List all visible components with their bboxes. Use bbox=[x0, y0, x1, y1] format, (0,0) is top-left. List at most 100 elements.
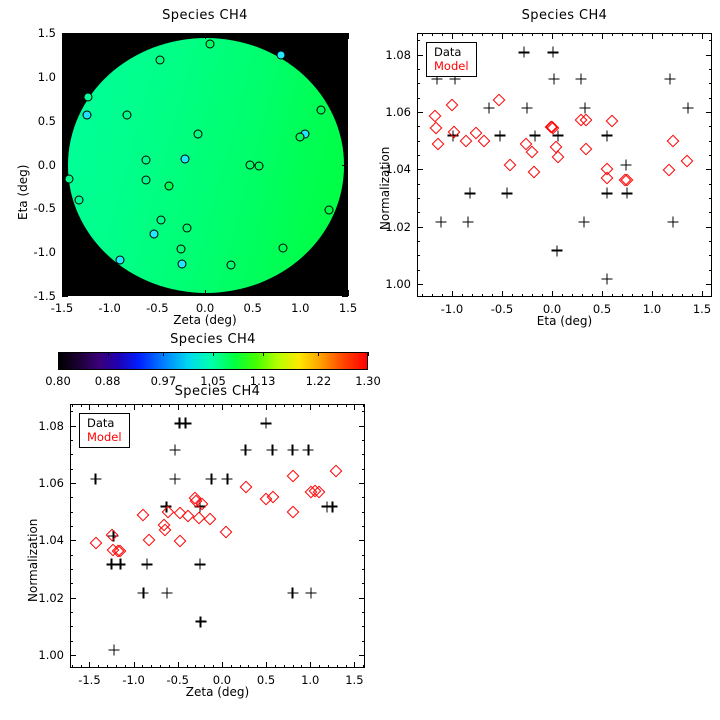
x-minor-tick bbox=[338, 292, 340, 296]
y-minor-tick bbox=[417, 54, 421, 56]
x-minor-tick bbox=[328, 33, 330, 37]
x-minor-tick bbox=[642, 293, 643, 297]
panel-norm-vs-zeta: Species CH4 -1.5 -1.0 -0.5 0.0 0.5 1.0 1.5 1.00… bbox=[0, 380, 400, 720]
y-minor-tick bbox=[344, 138, 348, 140]
x-minor-tick bbox=[128, 33, 130, 37]
y-minor-tick bbox=[708, 111, 712, 113]
y-minor-tick bbox=[708, 241, 712, 243]
x-minor-tick bbox=[592, 33, 593, 37]
y-minor-tick bbox=[708, 284, 712, 286]
x-minor-tick bbox=[492, 33, 493, 37]
x-minor-tick bbox=[572, 293, 573, 297]
legend-entry-data: Data bbox=[87, 416, 115, 430]
x-minor-tick bbox=[248, 664, 250, 668]
x-minor-tick bbox=[622, 293, 623, 297]
y-minor-tick bbox=[344, 50, 348, 52]
y-minor-tick bbox=[344, 252, 348, 254]
y-minor-tick bbox=[344, 269, 348, 271]
x-minor-tick bbox=[142, 404, 144, 408]
x-minor-tick bbox=[138, 292, 140, 296]
colorbar-tick bbox=[262, 352, 264, 356]
fov-point bbox=[141, 175, 151, 185]
fov-point bbox=[180, 154, 190, 164]
x-minor-tick bbox=[512, 293, 513, 297]
x-minor-tick bbox=[81, 292, 83, 296]
norm-vs-eta-legend[interactable]: Data Model bbox=[426, 42, 477, 78]
x-minor-tick bbox=[642, 33, 643, 37]
x-minor-tick bbox=[204, 404, 206, 408]
x-minor-tick bbox=[168, 404, 170, 408]
y-tick-label: 0.5 bbox=[37, 113, 56, 128]
x-minor-tick bbox=[166, 33, 168, 37]
x-minor-tick bbox=[195, 664, 197, 668]
x-minor-tick bbox=[151, 404, 153, 408]
x-minor-tick bbox=[345, 664, 347, 668]
x-minor-tick bbox=[310, 664, 312, 668]
data-marker-plus bbox=[620, 159, 632, 171]
y-minor-tick bbox=[62, 182, 66, 184]
x-tick-label: 0.5 bbox=[243, 301, 262, 315]
y-minor-tick bbox=[708, 126, 712, 128]
x-minor-tick bbox=[662, 293, 663, 297]
y-minor-tick bbox=[708, 54, 712, 56]
norm-vs-zeta-xlabel: Zeta (deg) bbox=[185, 685, 250, 699]
fov-point bbox=[278, 243, 288, 253]
x-minor-tick bbox=[213, 404, 215, 408]
y-minor-tick bbox=[70, 597, 74, 599]
x-minor-tick bbox=[257, 664, 259, 668]
data-marker-plus bbox=[431, 73, 443, 85]
x-minor-tick bbox=[100, 292, 102, 296]
x-minor-tick bbox=[157, 292, 159, 296]
x-minor-tick bbox=[239, 664, 241, 668]
x-tick bbox=[62, 290, 63, 296]
y-minor-tick bbox=[417, 284, 421, 286]
x-minor-tick bbox=[283, 404, 285, 408]
colorbar-tick bbox=[107, 352, 109, 356]
x-minor-tick bbox=[442, 33, 443, 37]
y-tick-label: 1.00 bbox=[38, 648, 64, 663]
x-minor-tick bbox=[71, 664, 73, 668]
y-minor-tick bbox=[62, 173, 66, 175]
data-marker-plus bbox=[137, 587, 149, 599]
x-minor-tick bbox=[213, 664, 215, 668]
x-minor-tick bbox=[702, 293, 703, 297]
x-minor-tick bbox=[266, 664, 268, 668]
x-minor-tick bbox=[532, 293, 533, 297]
legend-entry-data: Data bbox=[434, 45, 462, 59]
y-minor-tick bbox=[70, 612, 74, 614]
y-minor-tick bbox=[62, 243, 66, 245]
x-minor-tick bbox=[221, 404, 223, 408]
y-minor-tick bbox=[417, 140, 421, 142]
x-tick bbox=[62, 33, 63, 39]
data-marker-plus bbox=[305, 587, 317, 599]
panel-fov-image: Species CH4 -1.5 -1.0 -0.5 0.0 0.5 1.0 1.5 -1.5… bbox=[0, 0, 360, 330]
data-marker-plus bbox=[547, 46, 559, 58]
x-minor-tick bbox=[542, 33, 543, 37]
y-tick-label: -0.5 bbox=[33, 201, 56, 216]
data-marker-plus bbox=[551, 245, 563, 256]
y-minor-tick bbox=[361, 612, 365, 614]
x-minor-tick bbox=[168, 664, 170, 668]
norm-vs-zeta-axes bbox=[70, 404, 365, 668]
legend-entry-model: Model bbox=[434, 59, 469, 74]
x-minor-tick bbox=[572, 33, 573, 37]
y-tick-label: 1.5 bbox=[37, 26, 56, 40]
x-minor-tick bbox=[205, 292, 206, 296]
fov-point bbox=[193, 129, 203, 139]
norm-vs-eta-ylabel: Normalization bbox=[378, 146, 392, 230]
norm-vs-eta-xlabel: Eta (deg) bbox=[536, 314, 593, 328]
norm-vs-zeta-legend[interactable]: Data Model bbox=[79, 413, 130, 449]
y-minor-tick bbox=[361, 626, 365, 628]
x-minor-tick bbox=[243, 292, 245, 296]
y-minor-tick bbox=[361, 597, 365, 599]
x-minor-tick bbox=[266, 404, 268, 408]
y-minor-tick bbox=[70, 454, 74, 456]
x-tick-label: -1.0 bbox=[98, 301, 121, 315]
x-minor-tick bbox=[292, 664, 294, 668]
fov-point bbox=[64, 174, 74, 184]
x-tick-label: 1.0 bbox=[642, 302, 662, 316]
x-minor-tick bbox=[602, 293, 603, 297]
y-minor-tick bbox=[62, 111, 66, 113]
norm-vs-eta-axes bbox=[417, 33, 712, 297]
x-minor-tick bbox=[592, 293, 593, 297]
